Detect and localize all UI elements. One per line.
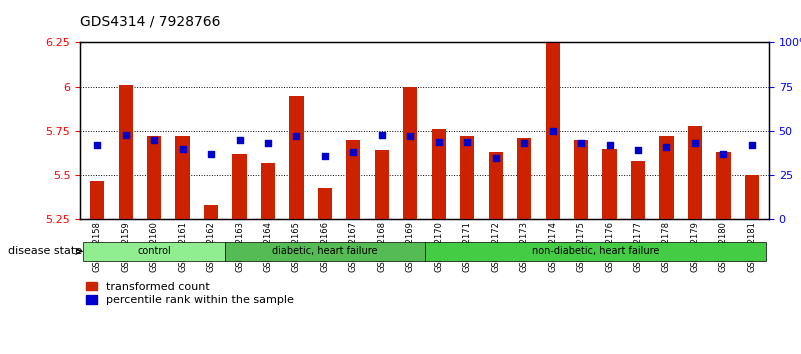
FancyBboxPatch shape xyxy=(83,242,225,261)
Point xyxy=(632,148,645,153)
Point xyxy=(176,146,189,152)
Point xyxy=(119,132,132,137)
Bar xyxy=(460,136,474,219)
Point xyxy=(290,133,303,139)
Point xyxy=(319,153,332,159)
FancyBboxPatch shape xyxy=(225,242,425,261)
Point xyxy=(461,139,473,144)
Text: disease state: disease state xyxy=(8,246,83,256)
Bar xyxy=(403,87,417,219)
Point xyxy=(489,155,502,160)
Point xyxy=(404,133,417,139)
Point xyxy=(233,137,246,143)
Point xyxy=(147,137,160,143)
Text: control: control xyxy=(137,246,171,256)
Point xyxy=(262,141,275,146)
Bar xyxy=(745,175,759,219)
Bar xyxy=(545,42,560,219)
Point xyxy=(433,139,445,144)
Bar xyxy=(432,129,446,219)
Bar xyxy=(716,152,731,219)
Point xyxy=(689,141,702,146)
Point xyxy=(91,142,103,148)
Point xyxy=(660,144,673,150)
Bar xyxy=(688,126,702,219)
Bar xyxy=(318,188,332,219)
Bar xyxy=(631,161,645,219)
Bar xyxy=(517,138,531,219)
Bar xyxy=(289,96,304,219)
Text: GDS4314 / 7928766: GDS4314 / 7928766 xyxy=(80,14,220,28)
Bar xyxy=(375,150,389,219)
Point xyxy=(574,141,587,146)
Point xyxy=(603,142,616,148)
Point xyxy=(376,132,388,137)
Bar xyxy=(346,140,360,219)
Text: non-diabetic, heart failure: non-diabetic, heart failure xyxy=(532,246,659,256)
Point xyxy=(517,141,530,146)
Bar xyxy=(602,149,617,219)
Bar xyxy=(119,85,133,219)
Bar xyxy=(574,140,588,219)
Point xyxy=(717,151,730,157)
Point xyxy=(204,151,217,157)
Bar xyxy=(489,152,503,219)
Bar xyxy=(147,136,161,219)
Bar xyxy=(90,181,104,219)
Point xyxy=(746,142,759,148)
Bar xyxy=(261,163,275,219)
Text: diabetic, heart failure: diabetic, heart failure xyxy=(272,246,377,256)
Bar xyxy=(659,136,674,219)
Point xyxy=(347,149,360,155)
Bar xyxy=(175,136,190,219)
FancyBboxPatch shape xyxy=(425,242,766,261)
Bar xyxy=(204,205,218,219)
Legend: transformed count, percentile rank within the sample: transformed count, percentile rank withi… xyxy=(86,282,293,305)
Point xyxy=(546,128,559,134)
Bar xyxy=(232,154,247,219)
